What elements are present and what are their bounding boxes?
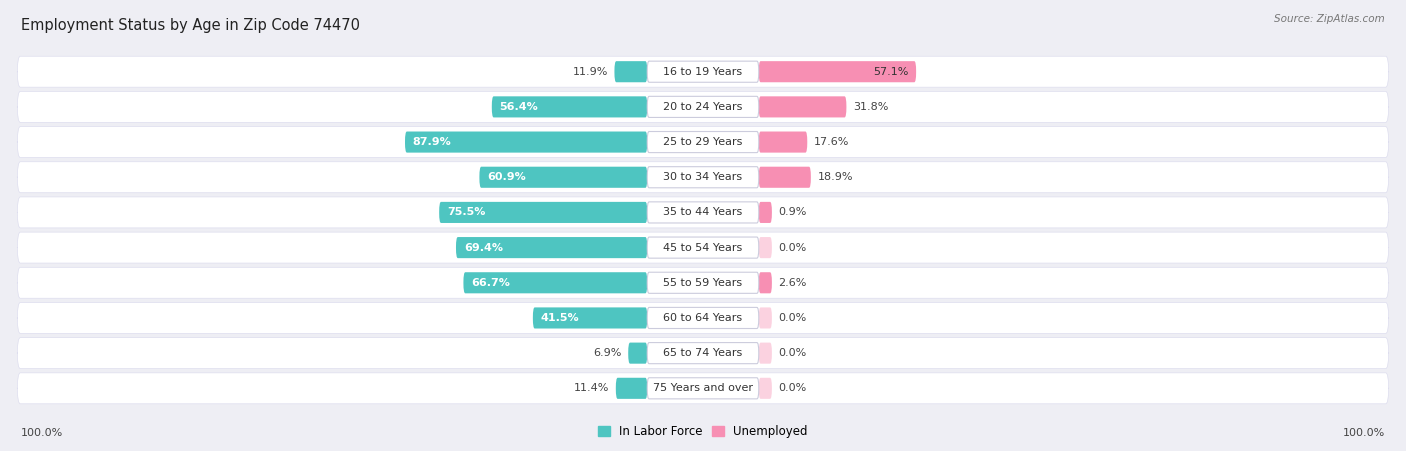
FancyBboxPatch shape bbox=[17, 56, 1389, 87]
FancyBboxPatch shape bbox=[628, 343, 647, 364]
FancyBboxPatch shape bbox=[647, 272, 759, 293]
Text: 35 to 44 Years: 35 to 44 Years bbox=[664, 207, 742, 217]
Text: 100.0%: 100.0% bbox=[21, 428, 63, 438]
FancyBboxPatch shape bbox=[647, 308, 759, 328]
FancyBboxPatch shape bbox=[647, 132, 759, 152]
Text: 6.9%: 6.9% bbox=[593, 348, 621, 358]
FancyBboxPatch shape bbox=[647, 202, 759, 223]
FancyBboxPatch shape bbox=[647, 237, 759, 258]
FancyBboxPatch shape bbox=[492, 97, 647, 117]
FancyBboxPatch shape bbox=[464, 272, 647, 293]
Text: 11.9%: 11.9% bbox=[572, 67, 607, 77]
Text: 20 to 24 Years: 20 to 24 Years bbox=[664, 102, 742, 112]
FancyBboxPatch shape bbox=[759, 97, 846, 117]
FancyBboxPatch shape bbox=[759, 343, 772, 364]
FancyBboxPatch shape bbox=[614, 61, 647, 82]
Text: 75.5%: 75.5% bbox=[447, 207, 485, 217]
FancyBboxPatch shape bbox=[647, 97, 759, 117]
Text: 0.9%: 0.9% bbox=[779, 207, 807, 217]
FancyBboxPatch shape bbox=[456, 237, 647, 258]
FancyBboxPatch shape bbox=[17, 127, 1389, 157]
FancyBboxPatch shape bbox=[759, 272, 772, 293]
FancyBboxPatch shape bbox=[759, 167, 811, 188]
Text: 87.9%: 87.9% bbox=[413, 137, 451, 147]
Text: 31.8%: 31.8% bbox=[853, 102, 889, 112]
Text: 69.4%: 69.4% bbox=[464, 243, 503, 253]
Text: 0.0%: 0.0% bbox=[779, 348, 807, 358]
FancyBboxPatch shape bbox=[479, 167, 647, 188]
Text: 17.6%: 17.6% bbox=[814, 137, 849, 147]
Text: 55 to 59 Years: 55 to 59 Years bbox=[664, 278, 742, 288]
FancyBboxPatch shape bbox=[759, 378, 772, 399]
FancyBboxPatch shape bbox=[759, 61, 917, 82]
FancyBboxPatch shape bbox=[759, 237, 772, 258]
FancyBboxPatch shape bbox=[647, 167, 759, 188]
Text: 0.0%: 0.0% bbox=[779, 383, 807, 393]
FancyBboxPatch shape bbox=[17, 162, 1389, 193]
Text: 56.4%: 56.4% bbox=[499, 102, 538, 112]
FancyBboxPatch shape bbox=[405, 132, 647, 152]
Text: 57.1%: 57.1% bbox=[873, 67, 908, 77]
Text: 30 to 34 Years: 30 to 34 Years bbox=[664, 172, 742, 182]
FancyBboxPatch shape bbox=[17, 373, 1389, 404]
Text: 18.9%: 18.9% bbox=[817, 172, 853, 182]
FancyBboxPatch shape bbox=[533, 308, 647, 328]
FancyBboxPatch shape bbox=[17, 92, 1389, 122]
Text: 41.5%: 41.5% bbox=[541, 313, 579, 323]
Text: 2.6%: 2.6% bbox=[779, 278, 807, 288]
Text: 11.4%: 11.4% bbox=[574, 383, 609, 393]
Text: 25 to 29 Years: 25 to 29 Years bbox=[664, 137, 742, 147]
FancyBboxPatch shape bbox=[647, 378, 759, 399]
Text: 75 Years and over: 75 Years and over bbox=[652, 383, 754, 393]
Text: 60 to 64 Years: 60 to 64 Years bbox=[664, 313, 742, 323]
Text: Employment Status by Age in Zip Code 74470: Employment Status by Age in Zip Code 744… bbox=[21, 18, 360, 33]
Text: Source: ZipAtlas.com: Source: ZipAtlas.com bbox=[1274, 14, 1385, 23]
Text: 45 to 54 Years: 45 to 54 Years bbox=[664, 243, 742, 253]
FancyBboxPatch shape bbox=[647, 343, 759, 364]
FancyBboxPatch shape bbox=[759, 202, 772, 223]
FancyBboxPatch shape bbox=[17, 303, 1389, 333]
Text: 66.7%: 66.7% bbox=[471, 278, 510, 288]
Legend: In Labor Force, Unemployed: In Labor Force, Unemployed bbox=[593, 420, 813, 443]
FancyBboxPatch shape bbox=[17, 197, 1389, 228]
Text: 100.0%: 100.0% bbox=[1343, 428, 1385, 438]
FancyBboxPatch shape bbox=[439, 202, 647, 223]
Text: 60.9%: 60.9% bbox=[488, 172, 526, 182]
FancyBboxPatch shape bbox=[616, 378, 647, 399]
FancyBboxPatch shape bbox=[17, 267, 1389, 298]
Text: 16 to 19 Years: 16 to 19 Years bbox=[664, 67, 742, 77]
FancyBboxPatch shape bbox=[647, 61, 759, 82]
FancyBboxPatch shape bbox=[17, 232, 1389, 263]
Text: 0.0%: 0.0% bbox=[779, 313, 807, 323]
Text: 65 to 74 Years: 65 to 74 Years bbox=[664, 348, 742, 358]
FancyBboxPatch shape bbox=[759, 132, 807, 152]
Text: 0.0%: 0.0% bbox=[779, 243, 807, 253]
FancyBboxPatch shape bbox=[17, 338, 1389, 368]
FancyBboxPatch shape bbox=[759, 308, 772, 328]
